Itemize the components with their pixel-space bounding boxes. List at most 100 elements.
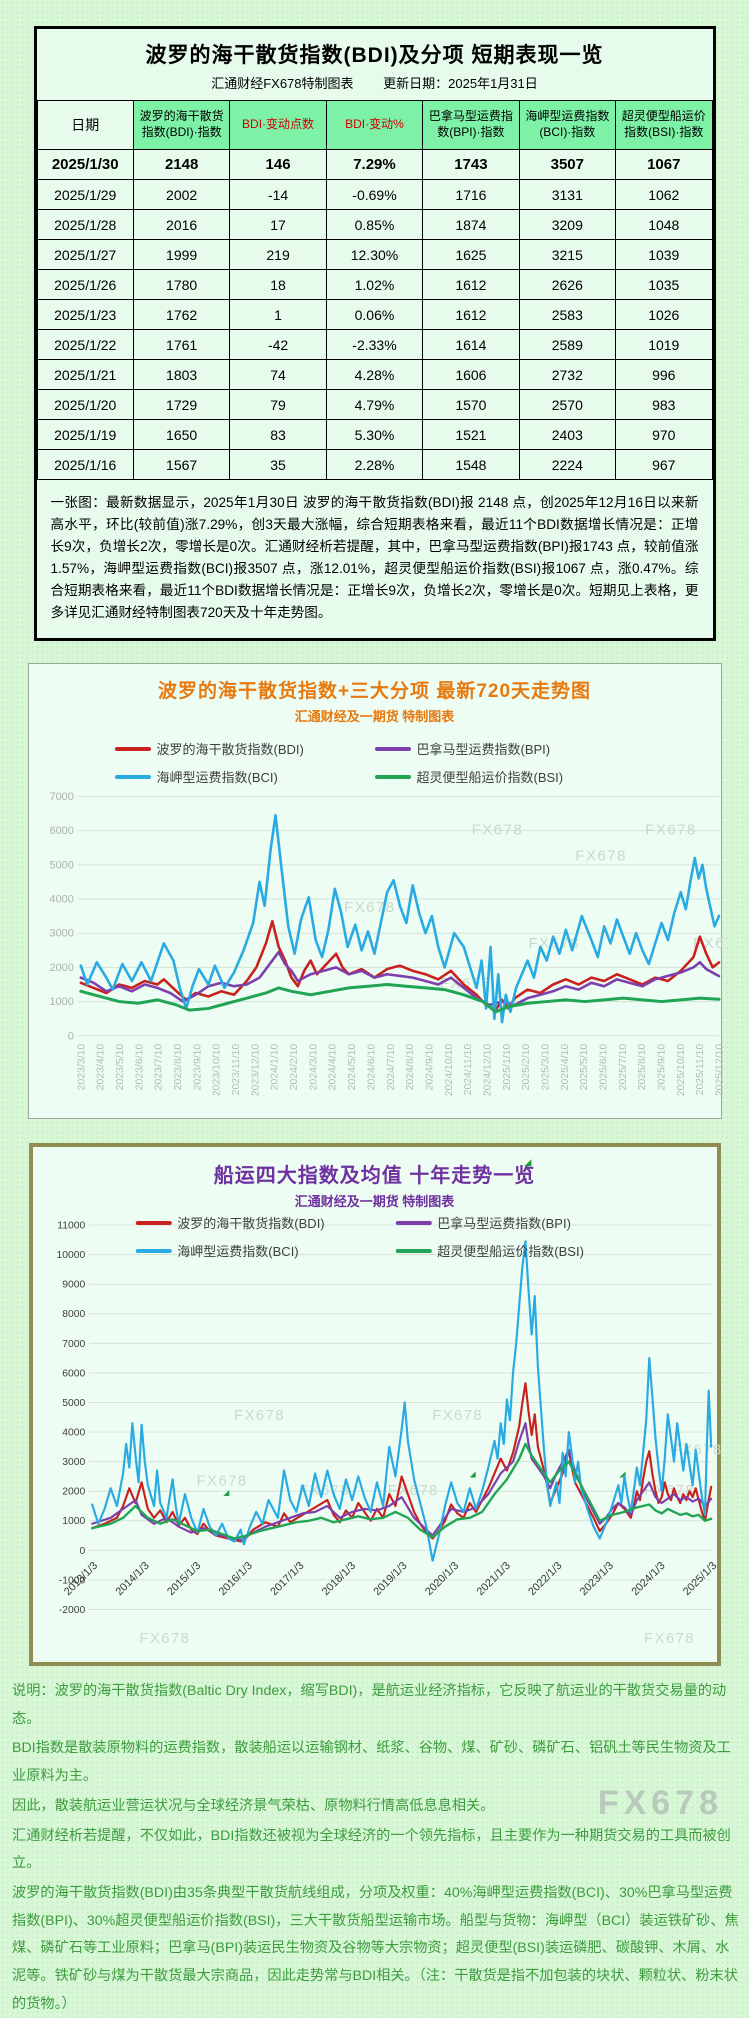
svg-text:FX678: FX678 [471, 821, 523, 838]
table-cell: -2.33% [325, 329, 424, 360]
table-row: 2025/1/22 1761 -42 -2.33% 1614 2589 1019 [36, 329, 713, 360]
table-cell: 0.85% [325, 209, 424, 240]
table-cell: 12.30% [325, 239, 424, 270]
svg-text:FX678: FX678 [196, 1473, 247, 1489]
table-cell: 1780 [132, 269, 231, 300]
table-header-cell: 日期 [36, 100, 134, 150]
table-row: 2025/1/28 2016 17 0.85% 1874 3209 1048 [36, 209, 713, 240]
svg-text:2023/7/10: 2023/7/10 [153, 1044, 164, 1091]
svg-text:2024/4/10: 2024/4/10 [327, 1044, 338, 1091]
table-cell: 2.28% [325, 449, 424, 480]
table-cell: 2025/1/26 [36, 269, 134, 300]
svg-text:2024/12/10: 2024/12/10 [482, 1044, 493, 1097]
chart-720day-legend: 波罗的海干散货指数(BDI) 巴拿马型运费指数(BPI) 海岬型运费指数(BCI) 超… [29, 739, 721, 786]
table-cell: 74 [229, 359, 327, 390]
legend-line-icon [395, 1248, 432, 1253]
svg-text:2024/1/10: 2024/1/10 [269, 1044, 280, 1091]
svg-text:2024/8/10: 2024/8/10 [405, 1044, 416, 1091]
chart-10year-title: 船运四大指数及均值 十年走势一览 [213, 1165, 536, 1188]
table-row: 2025/1/16 1567 35 2.28% 1548 2224 967 [36, 449, 713, 480]
svg-text:FX678: FX678 [575, 847, 627, 864]
svg-text:2024/5/10: 2024/5/10 [347, 1044, 358, 1091]
legend-line-icon [395, 1220, 432, 1225]
svg-text:2024/1/3: 2024/1/3 [629, 1560, 667, 1598]
svg-text:2017/1/3: 2017/1/3 [268, 1560, 306, 1598]
table-cell: 1803 [132, 359, 231, 390]
table-cell: 2025/1/19 [36, 419, 134, 450]
bdi-table-body: 2025/1/30 2148 146 7.29% 1743 3507 1067 2025/1/… [36, 149, 713, 480]
svg-text:2025/1/10: 2025/1/10 [501, 1044, 512, 1091]
table-header-cell: 超灵便型船运价指数(BSI)·指数 [615, 100, 713, 150]
svg-text:2025/5/10: 2025/5/10 [579, 1044, 590, 1091]
chart-720day-subtitle: 汇通财经及一期货 特制图表 [294, 709, 455, 725]
table-cell: 18 [229, 269, 327, 300]
table-cell: 2025/1/22 [36, 329, 134, 360]
svg-text:2023/12/10: 2023/12/10 [250, 1044, 261, 1097]
svg-text:2018/1/3: 2018/1/3 [319, 1560, 357, 1598]
note-paragraph: 因此，散装航运业营运状况与全球经济景气荣枯、原物料行情高低息息相关。 [12, 1797, 495, 1814]
legend-label: 波罗的海干散货指数(BDI) [156, 742, 304, 758]
table-cell: 1874 [422, 209, 520, 240]
bdi-table-header-row: 日期 波罗的海干散货指数(BDI)·指数 BDI·变动点数 BDI·变动% 巴拿马型运费… [36, 100, 713, 150]
note-paragraph: BDI指数是散装原物料的运费指数，散装船运以运输钢材、纸浆、谷物、煤、矿砂、磷矿… [12, 1740, 731, 1785]
table-row: 2025/1/26 1780 18 1.02% 1612 2626 1035 [36, 269, 713, 300]
chart-10year-legend: 波罗的海干散货指数(BDI) 巴拿马型运费指数(BPI) 海岬型运费指数(BCI) 超… [135, 1213, 655, 1260]
table-cell: 1548 [422, 449, 520, 480]
table-cell: 983 [615, 389, 713, 420]
svg-text:2024/2/10: 2024/2/10 [289, 1044, 300, 1091]
table-cell: 1999 [132, 239, 231, 270]
report-subtitle: 汇通财经FX678特制图表 更新日期：2025年1月31日 [37, 73, 713, 100]
chart-10year-plot: -2000 -1000 0 1000 2000 3000 4000 5000 6000 7000 8… [56, 1221, 721, 1647]
svg-text:2025/2/10: 2025/2/10 [521, 1044, 532, 1091]
table-cell: 2403 [518, 419, 617, 450]
svg-text:2023/3/10: 2023/3/10 [76, 1044, 87, 1091]
table-cell: 2025/1/28 [36, 209, 134, 240]
table-cell: 1019 [615, 329, 713, 360]
table-cell: 1521 [422, 419, 520, 450]
legend-item: 巴拿马型运费指数(BPI) [374, 739, 635, 758]
report-summary: 一张图：最新数据显示，2025年1月30日 波罗的海干散货指数(BDI)报 21… [50, 495, 699, 621]
svg-text:5000: 5000 [62, 1398, 85, 1409]
table-cell: 79 [229, 389, 327, 420]
table-cell: 4.28% [325, 359, 424, 390]
table-cell: 2570 [518, 389, 617, 420]
svg-text:1000: 1000 [62, 1516, 85, 1527]
svg-text:FX678: FX678 [344, 899, 396, 916]
svg-text:2024/6/10: 2024/6/10 [366, 1044, 377, 1091]
legend-item: 超灵便型船运价指数(BSI) [395, 1241, 655, 1260]
svg-text:-1000: -1000 [58, 1575, 85, 1586]
legend-label: 巴拿马型运费指数(BPI) [416, 742, 551, 758]
svg-text:FX678: FX678 [645, 821, 697, 838]
table-cell: 1062 [615, 179, 713, 210]
svg-text:2024/11/10: 2024/11/10 [463, 1044, 474, 1096]
table-cell: 1567 [132, 449, 231, 480]
table-cell: 2224 [518, 449, 617, 480]
table-cell: 0.06% [325, 299, 424, 330]
table-cell: 3209 [518, 209, 617, 240]
svg-text:2024/10/10: 2024/10/10 [443, 1044, 454, 1097]
table-cell: 3131 [518, 179, 617, 210]
chart-720day-title: 波罗的海干散货指数+三大分项 最新720天走势图 [157, 681, 592, 703]
table-cell: 1048 [615, 209, 713, 240]
svg-text:2024/7/10: 2024/7/10 [385, 1044, 396, 1091]
svg-text:2000: 2000 [49, 962, 73, 974]
table-row: 2025/1/29 2002 -14 -0.69% 1716 3131 1062 [36, 179, 713, 210]
svg-text:2019/1/3: 2019/1/3 [371, 1560, 409, 1598]
svg-text:3000: 3000 [62, 1457, 85, 1468]
table-cell: 2025/1/30 [36, 149, 134, 180]
svg-text:1000: 1000 [49, 996, 73, 1008]
table-cell: 1614 [422, 329, 520, 360]
bdi-table: 日期 波罗的海干散货指数(BDI)·指数 BDI·变动点数 BDI·变动% 巴拿马型运费… [36, 100, 713, 480]
svg-text:2023/6/10: 2023/6/10 [134, 1044, 145, 1091]
table-cell: -42 [229, 329, 327, 360]
legend-item: 巴拿马型运费指数(BPI) [395, 1213, 655, 1232]
svg-text:◢: ◢ [469, 1470, 476, 1479]
svg-text:2022/1/3: 2022/1/3 [526, 1560, 564, 1598]
svg-text:2025/6/10: 2025/6/10 [598, 1044, 609, 1091]
legend-line-icon [135, 1220, 172, 1225]
table-row: 2025/1/20 1729 79 4.79% 1570 2570 983 [36, 389, 713, 420]
svg-text:2025/4/10: 2025/4/10 [559, 1044, 570, 1091]
report-title: 波罗的海干散货指数(BDI)及分项 短期表现一览 [145, 44, 604, 67]
legend-item: 波罗的海干散货指数(BDI) [135, 1213, 395, 1232]
svg-text:4000: 4000 [49, 894, 73, 906]
